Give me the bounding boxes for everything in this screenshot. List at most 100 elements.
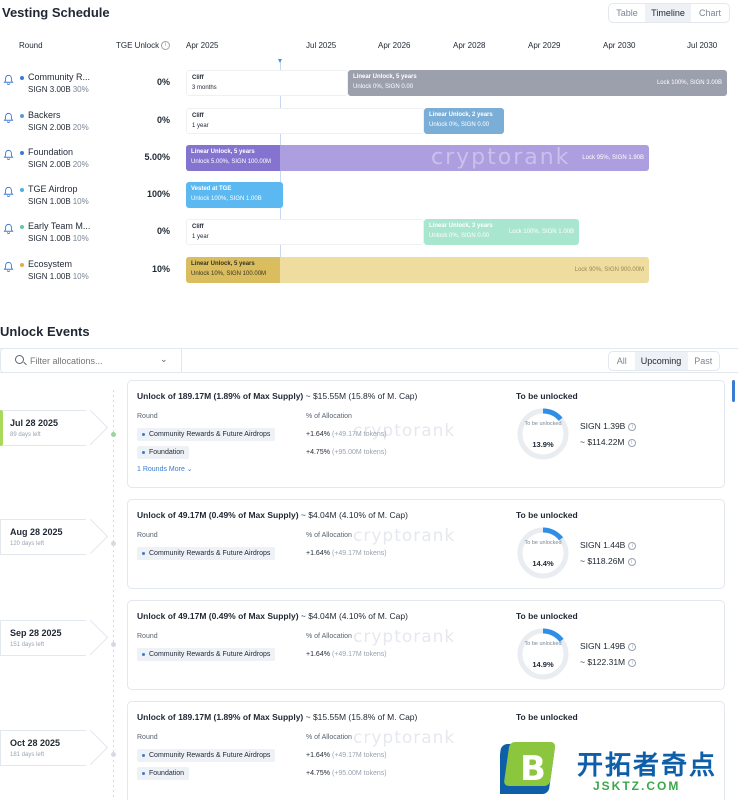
- tge-unlock-value: 10%: [151, 264, 170, 274]
- round-name[interactable]: Community R...: [28, 72, 91, 82]
- allocation-pct-value: +4.75%: [306, 770, 330, 777]
- round-name[interactable]: Backers: [28, 110, 61, 120]
- view-tab-timeline[interactable]: Timeline: [645, 4, 691, 22]
- allocation-chip[interactable]: Community Rewards & Future Airdrops: [137, 547, 276, 560]
- bell-icon[interactable]: [3, 261, 15, 273]
- chevron-down-icon[interactable]: ⌄: [160, 354, 168, 364]
- cliff-segment[interactable]: Cliff 1 year: [186, 219, 424, 245]
- lock-amount: Lock 100%, SIGN 1.00B: [508, 229, 574, 235]
- info-icon[interactable]: i: [628, 422, 637, 431]
- round-name[interactable]: Ecosystem: [28, 259, 73, 269]
- more-rounds-link[interactable]: 1 Rounds More ⌄: [137, 465, 193, 473]
- unlock-type: Linear Unlock, 5 years: [353, 74, 417, 80]
- info-icon[interactable]: i: [161, 41, 171, 51]
- scrollbar[interactable]: [732, 380, 735, 402]
- timeline-label: Jul 2025: [306, 41, 337, 50]
- round-amount-value: SIGN 1.00B: [28, 234, 71, 243]
- round-share: 10%: [72, 197, 89, 206]
- sign-value: SIGN 1.44B: [580, 540, 626, 550]
- vesting-row: TGE Airdrop SIGN 1.00B 10% 100% Vested at TG…: [0, 182, 738, 212]
- search-icon: [15, 355, 24, 364]
- site-logo: B 开拓者奇点 JSKTZ.COM: [495, 740, 738, 800]
- event-date-tag: Jul 28 2025 89 days left: [0, 409, 109, 446]
- cliff-label: Cliff: [192, 113, 204, 119]
- unlock-segment[interactable]: Linear Unlock, 3 years Unlock 0%, SIGN 0.…: [424, 219, 579, 245]
- bell-icon[interactable]: [3, 186, 15, 198]
- event-date: Aug 28 2025: [10, 527, 63, 537]
- filter-dropdown[interactable]: [0, 348, 182, 373]
- today-marker-icon: [278, 59, 282, 63]
- view-toggle: Table Timeline Chart: [608, 3, 730, 23]
- usd-value: ~ $118.26M: [580, 556, 625, 566]
- logo-en-text: JSKTZ.COM: [593, 779, 681, 793]
- round-name[interactable]: Early Team M...: [28, 221, 91, 231]
- cliff-segment[interactable]: Cliff 1 year: [186, 108, 424, 134]
- tab-past[interactable]: Past: [694, 356, 713, 366]
- logo-cn-text: 开拓者奇点: [577, 751, 718, 781]
- round-name[interactable]: Foundation: [28, 147, 74, 157]
- info-icon[interactable]: i: [627, 557, 636, 566]
- event-title: Unlock of 189.17M (1.89% of Max Supply) …: [137, 391, 417, 401]
- tab-upcoming[interactable]: Upcoming: [634, 352, 688, 370]
- allocation-chip[interactable]: Foundation: [137, 446, 190, 459]
- unlock-amount: Unlock 0%, SIGN 0.00: [429, 233, 490, 239]
- unlock-amount: Unlock 0%, SIGN 0.00: [353, 84, 414, 90]
- bell-icon[interactable]: [3, 149, 15, 161]
- lock-amount: Lock 95%, SIGN 1.90B: [582, 155, 644, 161]
- round-share: 20%: [72, 123, 89, 132]
- info-icon[interactable]: i: [628, 642, 637, 651]
- allocation-chip[interactable]: Foundation: [137, 767, 190, 780]
- round-amount-value: SIGN 1.00B: [28, 272, 71, 281]
- unlock-sign-amount: SIGN 1.49B i: [580, 641, 637, 651]
- event-date-tag: Oct 28 2025 181 days left: [0, 729, 109, 766]
- view-tab-chart[interactable]: Chart: [698, 8, 721, 18]
- cliff-duration: 1 year: [192, 123, 209, 129]
- donut-caption: To be unlocked: [524, 540, 562, 546]
- unlock-segment[interactable]: Vested at TGE Unlock 100%, SIGN 1.00B: [186, 182, 283, 208]
- info-icon[interactable]: i: [628, 541, 637, 550]
- vesting-row: Community R... SIGN 3.00B 30% 0% Cliff 3 mont…: [0, 70, 738, 100]
- tge-unlock-value: 0%: [156, 115, 170, 125]
- round-share: 30%: [72, 85, 89, 94]
- unlock-type: Linear Unlock, 5 years: [191, 149, 255, 155]
- event-title-value: ~ $4.04M (4.10% of M. Cap): [298, 611, 408, 621]
- allocation-chip[interactable]: Community Rewards & Future Airdrops: [137, 428, 276, 441]
- unlock-donut: To be unlocked 13.9%: [516, 407, 570, 461]
- timeline-label: Apr 2028: [453, 41, 486, 50]
- round-name[interactable]: TGE Airdrop: [28, 184, 78, 194]
- unlock-segment[interactable]: Linear Unlock, 5 years Unlock 10%, SIGN 1…: [186, 257, 649, 283]
- bell-icon[interactable]: [3, 223, 15, 235]
- round-header: Round: [19, 41, 43, 50]
- event-title-amount: Unlock of 189.17M (1.89% of Max Supply): [137, 712, 304, 722]
- filter-bar: [0, 348, 738, 373]
- donut-chart: [517, 527, 569, 579]
- event-title: Unlock of 49.17M (0.49% of Max Supply) ~…: [137, 611, 408, 621]
- bell-icon[interactable]: [3, 112, 15, 124]
- unlock-segment[interactable]: Linear Unlock, 5 years Unlock 5.00%, SIGN…: [186, 145, 649, 171]
- event-title-amount: Unlock of 49.17M (0.49% of Max Supply): [137, 510, 299, 520]
- allocation-pct: +1.64% (+49.17M tokens): [306, 651, 387, 658]
- unlock-segment[interactable]: Linear Unlock, 5 years Unlock 0%, SIGN 0.…: [348, 70, 727, 96]
- to-be-unlocked-label: To be unlocked: [516, 391, 578, 401]
- round-amount-value: SIGN 3.00B: [28, 85, 71, 94]
- allocation-chip[interactable]: Community Rewards & Future Airdrops: [137, 749, 276, 762]
- info-icon[interactable]: i: [628, 658, 637, 667]
- event-title-amount: Unlock of 49.17M (0.49% of Max Supply): [137, 611, 299, 621]
- unlock-type: Vested at TGE: [191, 186, 232, 192]
- to-be-unlocked-label: To be unlocked: [516, 510, 578, 520]
- round-color-dot: [20, 114, 24, 118]
- filter-allocations-input[interactable]: [30, 356, 160, 366]
- view-tab-table[interactable]: Table: [616, 8, 638, 18]
- unlock-segment[interactable]: Linear Unlock, 2 years Unlock 0%, SIGN 0.…: [424, 108, 504, 134]
- logo-mark-letter: B: [520, 749, 546, 789]
- info-icon[interactable]: i: [627, 438, 636, 447]
- allocation-pct: +4.75% (+95.00M tokens): [306, 449, 387, 456]
- allocation-chip[interactable]: Community Rewards & Future Airdrops: [137, 648, 276, 661]
- days-left: 120 days left: [10, 541, 45, 547]
- cliff-segment[interactable]: Cliff 3 months: [186, 70, 348, 96]
- tab-all[interactable]: All: [616, 356, 627, 366]
- to-be-unlocked-label: To be unlocked: [516, 712, 578, 722]
- event-title-value: ~ $15.55M (15.8% of M. Cap): [303, 712, 418, 722]
- bell-icon[interactable]: [3, 74, 15, 86]
- sign-value: SIGN 1.49B: [580, 641, 626, 651]
